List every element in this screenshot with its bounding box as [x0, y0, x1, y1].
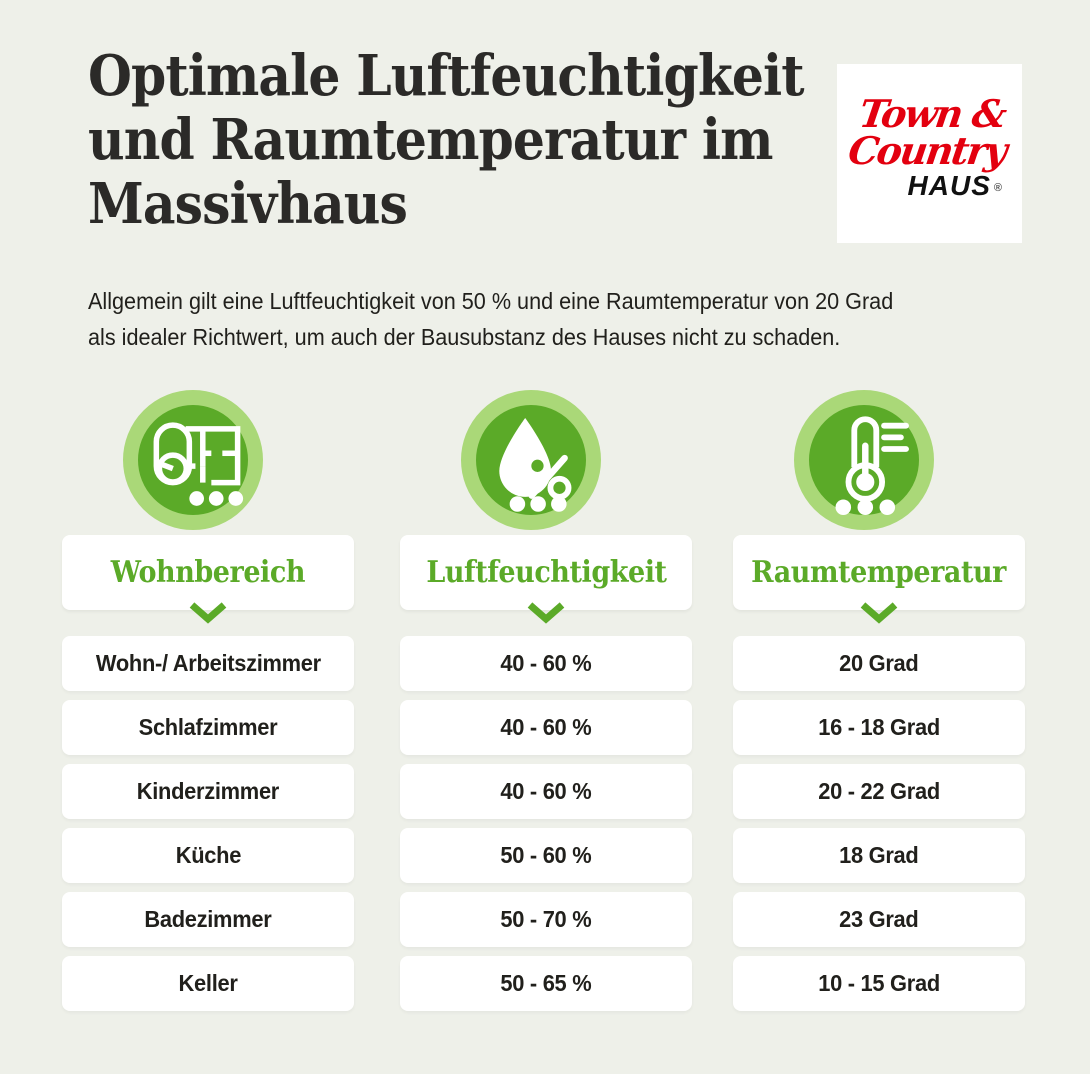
logo-haus-label: HAUS — [907, 170, 991, 201]
humidity-cell: 40 - 60 % — [400, 636, 692, 691]
room-cell: Schlafzimmer — [62, 700, 354, 755]
chevron-down-icon — [860, 602, 898, 624]
temperature-cell: 10 - 15 Grad — [733, 956, 1025, 1011]
column-header-label: Raumtemperatur — [751, 555, 1007, 590]
column-wohnbereich: Wohnbereich Wohn-/ Arbeitszimmer Schlafz… — [62, 390, 354, 1015]
town-country-logo: Town & Country HAUS ® — [837, 64, 1022, 243]
logo-haus-text: HAUS ® — [837, 170, 1022, 202]
humidity-value: 40 - 60 % — [500, 650, 592, 676]
temperature-cell: 20 - 22 Grad — [733, 764, 1025, 819]
room-value: Badezimmer — [144, 906, 272, 932]
logo-script-text: Town & Country — [832, 91, 1028, 173]
title-line: Massivhaus — [88, 171, 408, 237]
intro-line: Allgemein gilt eine Luftfeuchtigkeit von… — [88, 288, 894, 314]
column-header-luftfeuchtigkeit: Luftfeuchtigkeit — [400, 535, 692, 624]
raumtemperatur-icon-circle — [794, 390, 934, 530]
humidity-value: 50 - 60 % — [500, 842, 592, 868]
humidity-value: 40 - 60 % — [500, 714, 592, 740]
floor-plan-icon — [153, 422, 244, 506]
title-line: und Raumtemperatur im — [88, 107, 773, 173]
thermometer-icon — [835, 416, 909, 515]
humidity-cell: 50 - 65 % — [400, 956, 692, 1011]
title-line: Optimale Luftfeuchtigkeit — [88, 43, 805, 109]
luftfeuchtigkeit-icon-circle — [461, 390, 601, 530]
room-cell: Keller — [62, 956, 354, 1011]
room-value: Schlafzimmer — [138, 714, 278, 740]
temperature-value: 16 - 18 Grad — [818, 714, 940, 740]
column-header-raumtemperatur: Raumtemperatur — [733, 535, 1025, 624]
room-value: Kinderzimmer — [136, 778, 280, 804]
wohnbereich-icon-circle — [123, 390, 263, 530]
temperature-value: 18 Grad — [839, 842, 919, 868]
registered-trademark-icon: ® — [993, 182, 1002, 194]
humidity-cell: 50 - 70 % — [400, 892, 692, 947]
temperature-cell: 18 Grad — [733, 828, 1025, 883]
humidity-value: 50 - 65 % — [500, 970, 592, 996]
intro-line: als idealer Richtwert, um auch der Bausu… — [88, 324, 841, 350]
temperature-cell: 23 Grad — [733, 892, 1025, 947]
water-drop-percent-icon — [499, 417, 572, 512]
room-cell: Wohn-/ Arbeitszimmer — [62, 636, 354, 691]
column-header-label: Wohnbereich — [110, 555, 306, 590]
room-value: Keller — [178, 970, 238, 996]
temperature-cell: 20 Grad — [733, 636, 1025, 691]
humidity-cell: 40 - 60 % — [400, 764, 692, 819]
room-value: Küche — [175, 842, 241, 868]
temperature-cell: 16 - 18 Grad — [733, 700, 1025, 755]
temperature-value: 20 Grad — [839, 650, 919, 676]
chevron-down-icon — [189, 602, 227, 624]
humidity-value: 40 - 60 % — [500, 778, 592, 804]
humidity-cell: 40 - 60 % — [400, 700, 692, 755]
humidity-value: 50 - 70 % — [500, 906, 592, 932]
room-cell: Badezimmer — [62, 892, 354, 947]
room-value: Wohn-/ Arbeitszimmer — [95, 650, 321, 676]
column-raumtemperatur: Raumtemperatur 20 Grad 16 - 18 Grad 20 -… — [733, 390, 1025, 1015]
chevron-down-icon — [527, 602, 565, 624]
column-header-wohnbereich: Wohnbereich — [62, 535, 354, 624]
logo-country-text: Country — [845, 128, 1009, 173]
intro-text: Allgemein gilt eine Luftfeuchtigkeit von… — [88, 283, 945, 355]
room-cell: Kinderzimmer — [62, 764, 354, 819]
temperature-value: 23 Grad — [839, 906, 919, 932]
room-cell: Küche — [62, 828, 354, 883]
temperature-value: 10 - 15 Grad — [818, 970, 940, 996]
humidity-cell: 50 - 60 % — [400, 828, 692, 883]
page-title: Optimale Luftfeuchtigkeit und Raumtemper… — [88, 43, 805, 237]
column-luftfeuchtigkeit: Luftfeuchtigkeit 40 - 60 % 40 - 60 % 40 … — [400, 390, 692, 1015]
temperature-value: 20 - 22 Grad — [818, 778, 940, 804]
column-header-label: Luftfeuchtigkeit — [425, 555, 667, 590]
